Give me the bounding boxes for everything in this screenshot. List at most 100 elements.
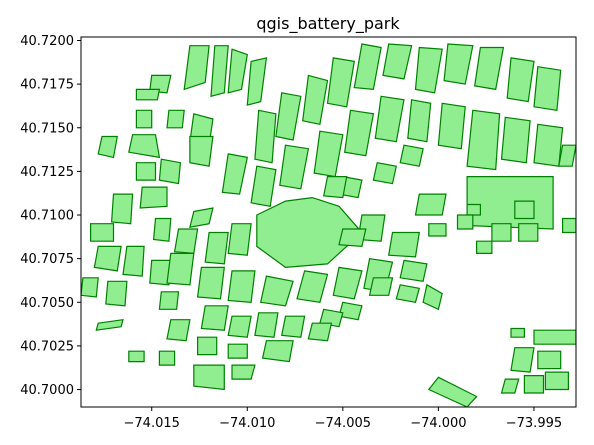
building-polygon xyxy=(428,223,447,237)
building-polygon xyxy=(456,214,474,230)
building-polygon xyxy=(196,266,225,300)
x-axis: −74.015 −74.010 −74.005 −74.000 −73.995 xyxy=(124,407,562,431)
building-polygon xyxy=(135,88,161,101)
building-polygon xyxy=(128,350,145,363)
building-polygon xyxy=(254,312,279,338)
building-polygon xyxy=(296,270,329,303)
building-polygon xyxy=(437,102,466,150)
building-polygon xyxy=(259,275,294,307)
building-polygon xyxy=(227,315,252,338)
building-polygon xyxy=(246,57,268,106)
y-tick-label: 40.7200 xyxy=(20,34,74,49)
y-tick-label: 40.7025 xyxy=(20,339,74,354)
building-polygon xyxy=(135,162,157,181)
building-polygon xyxy=(510,347,535,373)
building-polygon xyxy=(491,223,512,242)
plot-frame xyxy=(80,36,577,408)
building-footprints xyxy=(81,43,576,407)
building-polygon xyxy=(466,109,501,171)
building-polygon xyxy=(227,48,248,94)
building-polygon xyxy=(326,57,355,108)
building-polygon xyxy=(183,45,210,91)
building-polygon xyxy=(105,280,128,307)
building-polygon xyxy=(149,259,172,286)
y-tick-label: 40.7175 xyxy=(20,78,74,93)
building-polygon xyxy=(275,92,302,141)
building-polygon xyxy=(558,144,576,167)
building-polygon xyxy=(368,277,394,296)
x-tick-label: −74.000 xyxy=(410,416,466,431)
building-polygon xyxy=(523,375,545,394)
building-polygon xyxy=(544,371,570,391)
building-polygon xyxy=(93,245,122,272)
y-tick-label: 40.7100 xyxy=(20,209,74,224)
building-polygon xyxy=(443,43,474,85)
building-polygon xyxy=(506,57,535,103)
building-polygon xyxy=(149,74,172,94)
building-polygon xyxy=(500,378,520,394)
building-polygon xyxy=(254,109,277,164)
building-polygon xyxy=(414,46,443,94)
building-polygon xyxy=(173,228,199,255)
building-polygon xyxy=(210,45,229,98)
building-polygon xyxy=(193,364,225,391)
building-polygon xyxy=(122,245,145,277)
building-polygon xyxy=(231,364,256,380)
building-polygon xyxy=(338,301,363,321)
building-polygon xyxy=(250,165,277,208)
building-polygon xyxy=(338,228,367,248)
building-polygon xyxy=(319,308,344,328)
building-polygon xyxy=(189,207,214,228)
building-polygon xyxy=(302,74,329,126)
building-polygon xyxy=(414,193,447,216)
building-polygon xyxy=(200,305,229,331)
building-polygon xyxy=(135,109,153,129)
building-polygon xyxy=(510,327,526,338)
building-polygon xyxy=(466,176,554,230)
building-polygon xyxy=(307,322,333,342)
building-polygon xyxy=(374,95,405,143)
building-polygon xyxy=(166,109,185,129)
x-tick-label: −74.005 xyxy=(315,416,371,431)
building-polygon xyxy=(514,200,535,220)
building-polygon xyxy=(395,284,421,303)
building-polygon xyxy=(427,376,478,407)
building-polygon xyxy=(322,176,348,199)
building-polygon xyxy=(89,223,115,242)
building-polygon xyxy=(158,158,182,185)
building-polygon xyxy=(476,240,493,254)
building-polygon xyxy=(139,186,168,209)
building-polygon xyxy=(537,350,562,370)
building-polygon xyxy=(97,135,119,159)
building-polygon xyxy=(227,270,256,303)
building-polygon xyxy=(158,350,176,366)
building-polygon xyxy=(95,318,124,331)
building-polygon xyxy=(474,46,505,91)
building-polygon xyxy=(344,109,375,157)
chart-title: qgis_battery_park xyxy=(256,14,400,34)
building-polygon xyxy=(221,153,249,195)
building-polygon xyxy=(280,315,306,338)
building-polygon xyxy=(227,223,252,256)
y-axis: 40.7000 40.7025 40.7050 40.7075 40.7100 40.71… xyxy=(20,34,81,398)
building-polygon xyxy=(189,135,214,167)
building-polygon xyxy=(533,123,564,167)
building-polygon xyxy=(128,134,161,159)
x-tick-label: −74.015 xyxy=(124,416,180,431)
building-polygon xyxy=(197,336,218,356)
building-polygon xyxy=(372,162,398,185)
building-polygon xyxy=(152,217,172,242)
building-polygon xyxy=(533,329,576,345)
building-polygon xyxy=(561,217,576,234)
building-polygon xyxy=(518,223,539,242)
y-tick-label: 40.7150 xyxy=(20,121,74,136)
building-polygon xyxy=(81,277,99,298)
building-polygon xyxy=(166,252,195,286)
y-tick-label: 40.7075 xyxy=(20,252,74,267)
building-polygon xyxy=(227,343,248,359)
building-polygon xyxy=(353,43,382,91)
building-polygon xyxy=(422,283,443,311)
y-tick-label: 40.7000 xyxy=(20,383,74,398)
building-polygon xyxy=(261,340,294,363)
